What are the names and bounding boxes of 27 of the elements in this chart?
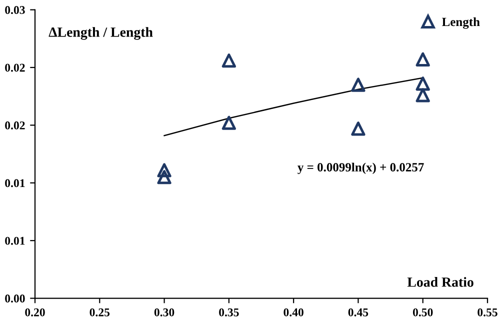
point (157, 170, 172, 184)
x-axis-title: Load Ratio (407, 277, 474, 287)
x-tick-label: 0.50 (412, 308, 433, 316)
x-tick-label: 0.30 (154, 308, 174, 316)
point (416, 76, 430, 91)
y-tick-label: 0.02 (5, 64, 25, 72)
y-tick-label: 0.01 (5, 179, 25, 188)
point (222, 116, 236, 130)
point (157, 163, 172, 178)
point (351, 78, 366, 92)
y-tick-label: 0.03 (5, 6, 25, 14)
point (416, 52, 430, 66)
point (416, 88, 430, 102)
x-tick-label: 0.25 (90, 308, 110, 316)
y-tick-label: 0.02 (5, 121, 25, 130)
annotation: y = 0.0099ln(x) + 0.0257 (298, 162, 424, 174)
x-tick-label: 0.35 (219, 308, 239, 316)
x-tick-label: 0.45 (348, 308, 368, 316)
legend-label: Length (442, 17, 480, 29)
x-tick-label: 0.20 (25, 308, 45, 316)
point (351, 122, 366, 136)
point (222, 54, 236, 68)
x-tick-label: 0.40 (284, 308, 304, 316)
y-tick-label: 0.01 (5, 236, 25, 245)
y-axis-title: ΔLength / Length (48, 27, 153, 40)
y-tick-label: 0.00 (5, 294, 25, 303)
x-tick-label: 0.55 (478, 308, 498, 316)
